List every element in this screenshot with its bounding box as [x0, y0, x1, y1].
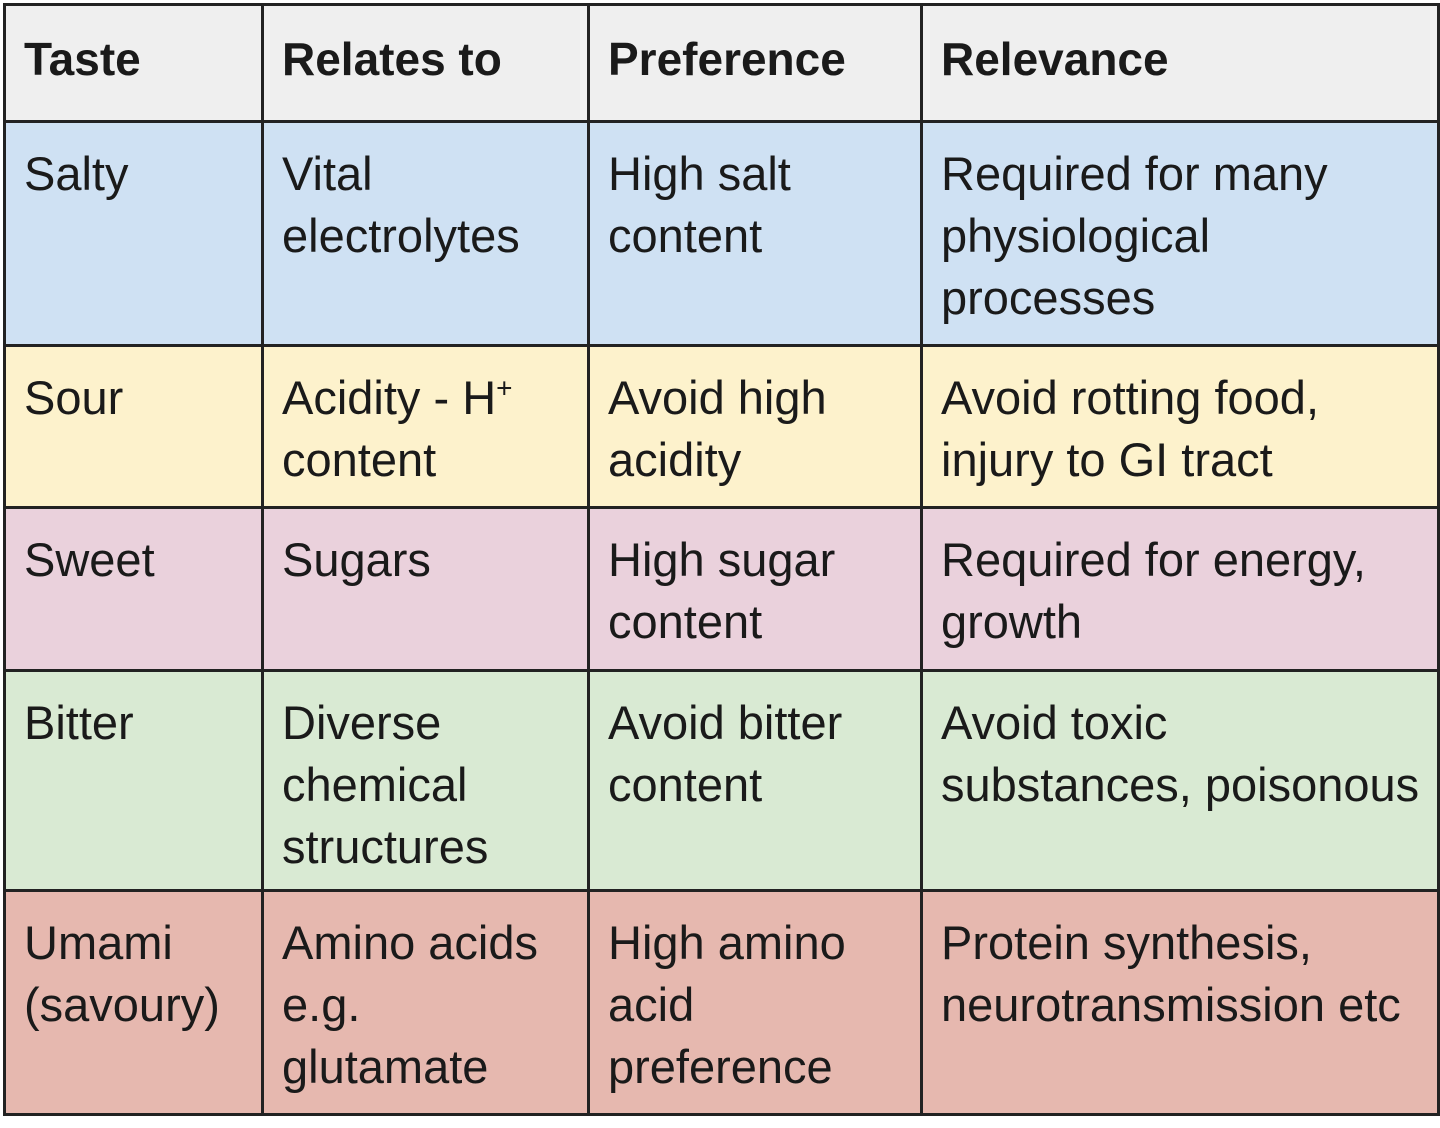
cell-relates-to: Sugars: [261, 506, 590, 672]
table-row-bitter: Bitter Diverse chemical structures Avoid…: [3, 669, 1440, 892]
cell-preference: High amino acid preference: [587, 889, 923, 1116]
cell-relates-to: Diverse chemical structures: [261, 669, 590, 892]
hydrogen-ion-superscript: +: [496, 372, 513, 404]
relates-to-main-text: Acidity - H: [282, 371, 497, 424]
table-header-row: Taste Relates to Preference Relevance: [3, 3, 1440, 123]
header-relevance: Relevance: [920, 3, 1440, 123]
table-row-umami: Umami (savoury) Amino acids e.g. glutama…: [3, 889, 1440, 1116]
cell-taste: Bitter: [3, 669, 264, 892]
cell-preference: High salt content: [587, 120, 923, 347]
header-relates-to: Relates to: [261, 3, 590, 123]
table-row-sweet: Sweet Sugars High sugar content Required…: [3, 506, 1440, 672]
taste-table-container: Taste Relates to Preference Relevance Sa…: [3, 3, 1440, 1116]
cell-preference: Avoid bitter content: [587, 669, 923, 892]
cell-preference: Avoid high acidity: [587, 344, 923, 509]
cell-taste: Sour: [3, 344, 264, 509]
header-taste: Taste: [3, 3, 264, 123]
cell-relevance: Avoid toxic substances, poisonous: [920, 669, 1440, 892]
cell-relates-to: Acidity - H+ content: [261, 344, 590, 509]
cell-relevance: Avoid rotting food, injury to GI tract: [920, 344, 1440, 509]
header-preference: Preference: [587, 3, 923, 123]
cell-relevance: Protein synthesis, neurotransmission etc: [920, 889, 1440, 1116]
cell-preference: High sugar content: [587, 506, 923, 672]
cell-taste: Sweet: [3, 506, 264, 672]
cell-taste: Salty: [3, 120, 264, 347]
cell-relates-to: Amino acids e.g. glutamate: [261, 889, 590, 1116]
cell-relevance: Required for energy, growth: [920, 506, 1440, 672]
table-row-sour: Sour Acidity - H+ content Avoid high aci…: [3, 344, 1440, 509]
relates-to-rest-text: content: [282, 433, 437, 486]
taste-table: Taste Relates to Preference Relevance Sa…: [3, 3, 1440, 1116]
table-row-salty: Salty Vital electrolytes High salt conte…: [3, 120, 1440, 347]
cell-taste: Umami (savoury): [3, 889, 264, 1116]
cell-relates-to: Vital electrolytes: [261, 120, 590, 347]
cell-relevance: Required for many physiological processe…: [920, 120, 1440, 347]
